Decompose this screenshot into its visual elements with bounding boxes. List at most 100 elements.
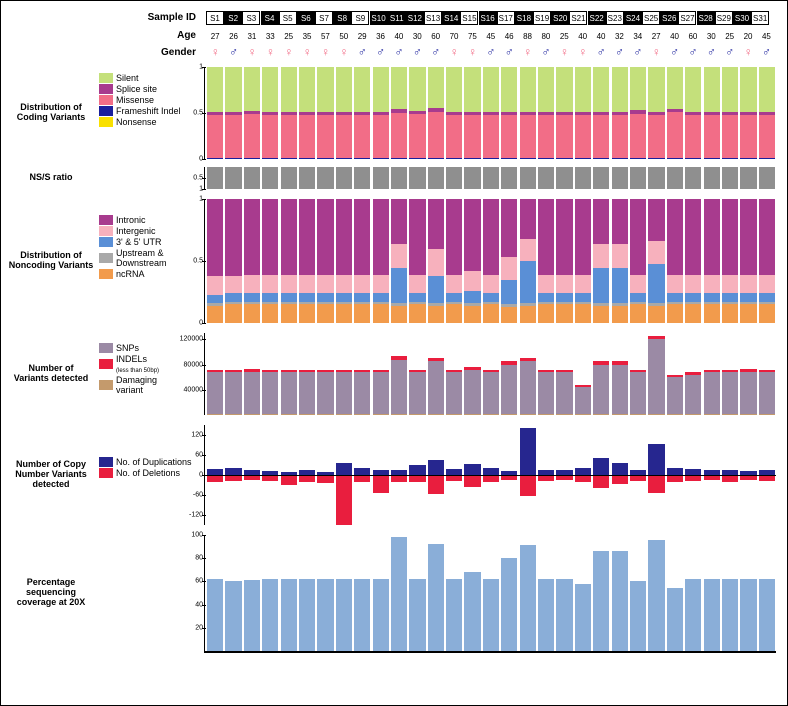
gender-icon: ♂ <box>371 45 389 59</box>
bar-segment <box>336 304 352 323</box>
bar-segment <box>704 275 720 294</box>
bar <box>261 535 279 651</box>
bar <box>261 167 279 189</box>
bar-segment <box>575 199 591 275</box>
bar-segment <box>740 579 756 651</box>
dup-bar <box>575 468 591 475</box>
bar <box>574 167 592 189</box>
bar-segment <box>501 257 517 279</box>
bar-segment <box>538 67 554 112</box>
bar-segment <box>612 414 628 415</box>
bar-segment <box>299 158 315 159</box>
bar <box>463 333 481 415</box>
legend-swatch <box>99 106 113 116</box>
legend-label: Upstream &Downstream <box>116 248 167 268</box>
dup-bar <box>336 463 352 475</box>
bar <box>280 67 298 159</box>
age-cell: 60 <box>684 29 702 43</box>
bar <box>372 333 390 415</box>
bar-segment <box>667 167 683 189</box>
bar-segment <box>740 372 756 414</box>
bar <box>647 535 665 651</box>
bar-segment <box>630 199 646 275</box>
bar-segment <box>501 199 517 257</box>
bar-segment <box>244 580 260 651</box>
bar <box>666 199 684 323</box>
gender-icon: ♂ <box>610 45 628 59</box>
legend-label: SNPs <box>116 343 139 353</box>
bar-segment <box>575 387 591 413</box>
bar <box>500 67 518 159</box>
tick-label: -120 <box>189 512 203 519</box>
bar-segment <box>722 167 738 189</box>
bar-segment <box>281 293 297 302</box>
y-axis: 00.51 <box>204 67 205 159</box>
sample-id-cell: S9 <box>351 11 369 25</box>
bar <box>243 67 261 159</box>
bar-segment <box>373 372 389 414</box>
bar-segment <box>704 115 720 158</box>
bar-segment <box>538 372 554 414</box>
gender-icon: ♀ <box>445 45 463 59</box>
gender-icon: ♀ <box>261 45 279 59</box>
bar-segment <box>630 293 646 302</box>
bar <box>316 167 334 189</box>
bar <box>206 535 224 651</box>
age-cell: 25 <box>555 29 573 43</box>
bar <box>739 535 757 651</box>
gender-icon: ♂ <box>537 45 555 59</box>
bar <box>758 333 776 415</box>
bar <box>703 535 721 651</box>
bar <box>592 199 610 323</box>
bar-segment <box>428 276 444 303</box>
bar-segment <box>317 115 333 158</box>
sample-id-cell: S14 <box>442 11 460 25</box>
bar-segment <box>446 158 462 159</box>
bar-segment <box>317 414 333 415</box>
bar-segment <box>262 304 278 323</box>
dup-bar <box>648 444 664 475</box>
bar <box>445 67 463 159</box>
bar-segment <box>501 414 517 415</box>
sample-id-cell: S23 <box>606 11 624 25</box>
bar-segment <box>759 414 775 415</box>
sample-id-cell: S31 <box>751 11 769 25</box>
bar-segment <box>464 572 480 651</box>
bar <box>703 67 721 159</box>
bar <box>684 333 702 415</box>
bar-segment <box>575 584 591 651</box>
age-row: 2726313325355750293640306070754546888025… <box>206 29 776 43</box>
legend-label: Nonsense <box>116 117 157 127</box>
bar-segment <box>501 67 517 112</box>
bar-segment <box>685 199 701 275</box>
legend-item: Frameshift Indel <box>99 106 199 116</box>
bar <box>280 167 298 189</box>
dup-bar <box>593 458 609 475</box>
bar <box>372 535 390 651</box>
bar-segment <box>593 158 609 159</box>
bar <box>611 535 629 651</box>
age-cell: 40 <box>574 29 592 43</box>
bar <box>280 333 298 415</box>
panel-title: Percentage sequencingcoverage at 20X <box>7 578 95 608</box>
gender-icon: ♂ <box>353 45 371 59</box>
bar <box>298 67 316 159</box>
bar-segment <box>704 414 720 415</box>
bar-segment <box>704 293 720 302</box>
del-bar <box>648 475 664 493</box>
sample-id-cell: S16 <box>479 11 497 25</box>
bar-segment <box>391 360 407 414</box>
gender-icon: ♂ <box>629 45 647 59</box>
bar-segment <box>373 293 389 302</box>
legend-label: Splice site <box>116 84 157 94</box>
bar-segment <box>464 67 480 112</box>
bar-segment <box>648 339 664 413</box>
sample-id-cell: S20 <box>551 11 569 25</box>
legend-swatch <box>99 84 113 94</box>
bar-segment <box>556 115 572 158</box>
bar-segment <box>556 414 572 415</box>
bar <box>372 67 390 159</box>
gender-icon: ♂ <box>224 45 242 59</box>
legend-swatch <box>99 457 113 467</box>
bar <box>629 333 647 415</box>
